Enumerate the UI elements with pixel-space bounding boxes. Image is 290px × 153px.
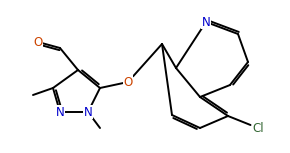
Text: N: N [56, 106, 64, 119]
Text: N: N [84, 106, 93, 119]
Text: N: N [202, 15, 210, 28]
Text: O: O [33, 35, 43, 49]
Text: O: O [123, 75, 133, 88]
Text: Cl: Cl [252, 121, 264, 134]
